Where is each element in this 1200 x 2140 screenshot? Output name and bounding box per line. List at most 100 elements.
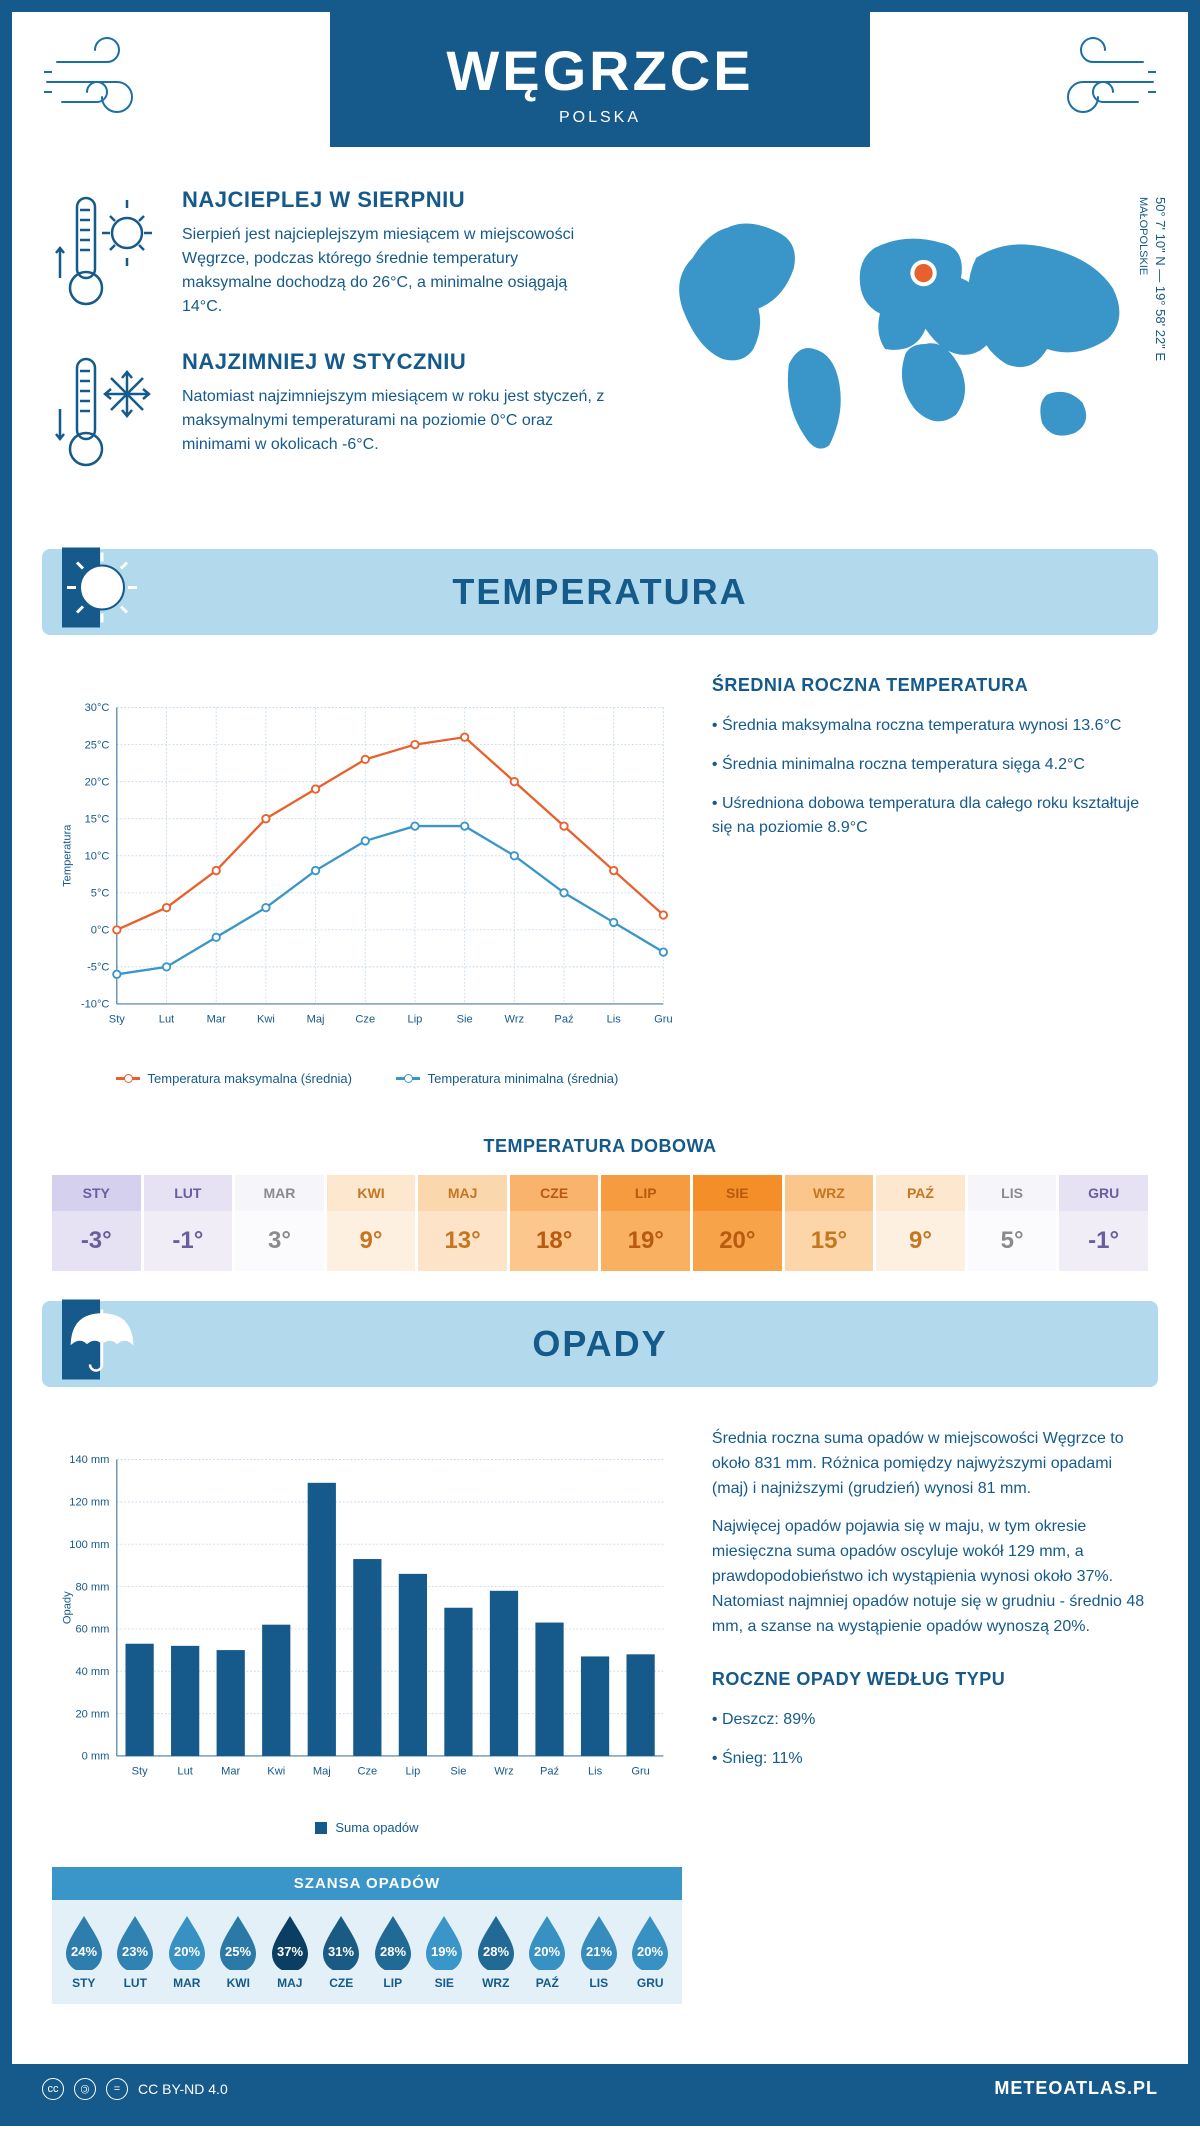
- rain-chance-cell: 31%CZE: [318, 1914, 366, 1990]
- sun-icon: [62, 548, 142, 637]
- svg-text:31%: 31%: [328, 1944, 354, 1959]
- warmest-text: Sierpień jest najcieplejszym miesiącem w…: [182, 223, 612, 319]
- rain-chance-cell: 20%PAŹ: [524, 1914, 572, 1990]
- warmest-heading: NAJCIEPLEJ W SIERPNIU: [182, 187, 612, 213]
- rain-chance-heading: SZANSA OPADÓW: [52, 1867, 682, 1900]
- header-row: WĘGRZCE POLSKA: [12, 12, 1188, 147]
- daily-temp-cell: LIP 19°: [601, 1175, 690, 1271]
- svg-text:20°C: 20°C: [85, 776, 110, 788]
- daily-temp-cell: STY -3°: [52, 1175, 141, 1271]
- svg-text:21%: 21%: [586, 1944, 612, 1959]
- svg-text:Lis: Lis: [588, 1765, 603, 1777]
- svg-text:15°C: 15°C: [85, 813, 110, 825]
- wind-icon-right: [1038, 12, 1158, 132]
- by-type-heading: ROCZNE OPADY WEDŁUG TYPU: [712, 1669, 1148, 1690]
- svg-text:Lip: Lip: [408, 1013, 423, 1025]
- svg-text:Lut: Lut: [177, 1765, 192, 1777]
- svg-text:Lip: Lip: [405, 1765, 420, 1777]
- svg-text:Sie: Sie: [457, 1013, 473, 1025]
- svg-text:24%: 24%: [71, 1944, 97, 1959]
- rain-chance-cell: 21%LIS: [575, 1914, 623, 1990]
- temperature-bullet: Uśredniona dobowa temperatura dla całego…: [712, 792, 1148, 842]
- precipitation-info: Średnia roczna suma opadów w miejscowośc…: [712, 1427, 1148, 2004]
- svg-text:10°C: 10°C: [85, 850, 110, 862]
- svg-text:Kwi: Kwi: [257, 1013, 275, 1025]
- footer-license: cc 🄯 = CC BY-ND 4.0: [42, 2078, 228, 2100]
- coldest-heading: NAJZIMNIEJ W STYCZNIU: [182, 349, 612, 375]
- svg-text:30°C: 30°C: [85, 702, 110, 714]
- svg-text:Cze: Cze: [357, 1765, 377, 1777]
- svg-text:Mar: Mar: [207, 1013, 226, 1025]
- temperature-bullet: Średnia minimalna roczna temperatura się…: [712, 753, 1148, 778]
- svg-text:20%: 20%: [637, 1944, 663, 1959]
- wind-icon-left: [42, 12, 162, 132]
- rain-chance-cell: 19%SIE: [421, 1914, 469, 1990]
- svg-text:23%: 23%: [122, 1944, 148, 1959]
- precipitation-body: 0 mm20 mm40 mm60 mm80 mm100 mm120 mm140 …: [12, 1387, 1188, 2024]
- rain-chance-cell: 28%WRZ: [472, 1914, 520, 1990]
- thermometer-hot-icon: [52, 187, 162, 319]
- thermometer-cold-icon: [52, 349, 162, 479]
- rain-chance-panel: SZANSA OPADÓW 24%STY23%LUT20%MAR25%KWI37…: [52, 1867, 682, 2004]
- rain-chance-cell: 23%LUT: [112, 1914, 160, 1990]
- by-type-item: Śnieg: 11%: [712, 1747, 1148, 1772]
- temperature-section-header: TEMPERATURA: [42, 549, 1158, 635]
- svg-text:40 mm: 40 mm: [75, 1666, 109, 1678]
- svg-text:20%: 20%: [534, 1944, 560, 1959]
- license-text: CC BY-ND 4.0: [138, 2081, 228, 2097]
- rain-chance-cell: 37%MAJ: [266, 1914, 314, 1990]
- svg-text:Lut: Lut: [159, 1013, 174, 1025]
- svg-text:Maj: Maj: [307, 1013, 325, 1025]
- svg-text:28%: 28%: [380, 1944, 406, 1959]
- svg-text:25°C: 25°C: [85, 739, 110, 751]
- precipitation-chart: 0 mm20 mm40 mm60 mm80 mm100 mm120 mm140 …: [52, 1427, 682, 2004]
- rain-chance-cell: 20%GRU: [627, 1914, 675, 1990]
- world-map-icon: [642, 187, 1148, 471]
- country-label: POLSKA: [350, 109, 850, 127]
- by-icon: 🄯: [74, 2078, 96, 2100]
- coldest-block: NAJZIMNIEJ W STYCZNIU Natomiast najzimni…: [52, 349, 612, 479]
- precipitation-section-header: OPADY: [42, 1301, 1158, 1387]
- daily-temp-cell: LUT -1°: [144, 1175, 233, 1271]
- intro-text-column: NAJCIEPLEJ W SIERPNIU Sierpień jest najc…: [52, 187, 612, 509]
- svg-text:-10°C: -10°C: [81, 999, 110, 1011]
- svg-text:37%: 37%: [277, 1944, 303, 1959]
- coldest-text: Natomiast najzimniejszym miesiącem w rok…: [182, 385, 612, 457]
- svg-text:Paź: Paź: [554, 1013, 573, 1025]
- svg-text:Sty: Sty: [132, 1765, 148, 1777]
- daily-temp-grid: STY -3°LUT -1°MAR 3°KWI 9°MAJ 13°CZE 18°…: [52, 1175, 1148, 1271]
- svg-text:0°C: 0°C: [91, 925, 110, 937]
- avg-annual-heading: ŚREDNIA ROCZNA TEMPERATURA: [712, 675, 1148, 696]
- svg-text:60 mm: 60 mm: [75, 1624, 109, 1636]
- svg-text:Gru: Gru: [631, 1765, 650, 1777]
- svg-text:-5°C: -5°C: [87, 962, 109, 974]
- svg-text:20%: 20%: [174, 1944, 200, 1959]
- svg-text:19%: 19%: [431, 1944, 457, 1959]
- svg-text:20 mm: 20 mm: [75, 1708, 109, 1720]
- svg-text:Wrz: Wrz: [494, 1765, 514, 1777]
- precip-legend: Suma opadów: [52, 1820, 682, 1837]
- world-map-area: 50° 7' 10" N — 19° 58' 22" E MAŁOPOLSKIE: [642, 187, 1148, 509]
- daily-temp-cell: WRZ 15°: [785, 1175, 874, 1271]
- svg-text:Lis: Lis: [607, 1013, 622, 1025]
- title-banner: WĘGRZCE POLSKA: [330, 12, 870, 147]
- nd-icon: =: [106, 2078, 128, 2100]
- temperature-bullets: Średnia maksymalna roczna temperatura wy…: [712, 714, 1148, 841]
- intro-row: NAJCIEPLEJ W SIERPNIU Sierpień jest najc…: [12, 147, 1188, 539]
- rain-chance-cell: 28%LIP: [369, 1914, 417, 1990]
- svg-text:Cze: Cze: [355, 1013, 375, 1025]
- svg-text:80 mm: 80 mm: [75, 1581, 109, 1593]
- by-type-list: Deszcz: 89%Śnieg: 11%: [712, 1708, 1148, 1772]
- warmest-block: NAJCIEPLEJ W SIERPNIU Sierpień jest najc…: [52, 187, 612, 319]
- temperature-chart: -10°C-5°C0°C5°C10°C15°C20°C25°C30°CStyLu…: [52, 675, 682, 1086]
- rain-chance-cell: 24%STY: [60, 1914, 108, 1990]
- svg-text:140 mm: 140 mm: [69, 1454, 109, 1466]
- umbrella-icon: [62, 1300, 142, 1389]
- footer: cc 🄯 = CC BY-ND 4.0 METEOATLAS.PL: [12, 2064, 1188, 2114]
- daily-temp-cell: PAŹ 9°: [876, 1175, 965, 1271]
- location-title: WĘGRZCE: [350, 38, 850, 103]
- svg-text:Wrz: Wrz: [505, 1013, 525, 1025]
- svg-text:Maj: Maj: [313, 1765, 331, 1777]
- rain-chance-body: 24%STY23%LUT20%MAR25%KWI37%MAJ31%CZE28%L…: [52, 1900, 682, 2004]
- svg-text:Gru: Gru: [654, 1013, 673, 1025]
